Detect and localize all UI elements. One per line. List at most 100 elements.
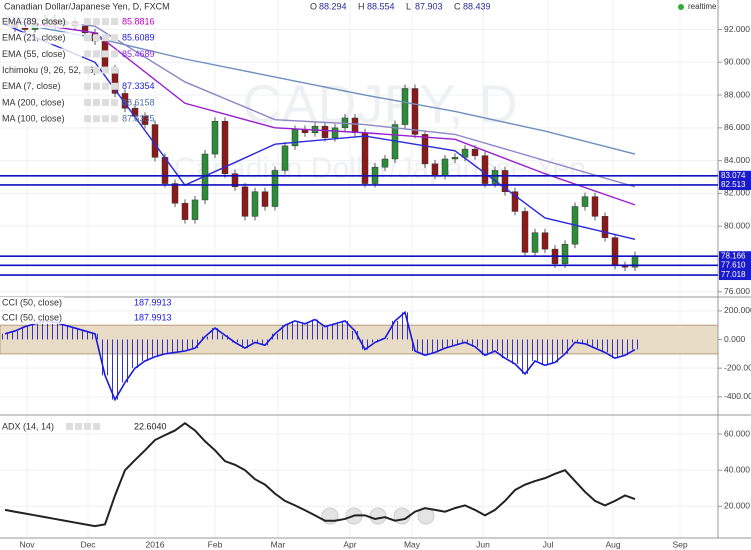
legend-button[interactable] bbox=[84, 115, 91, 123]
candle bbox=[411, 88, 419, 135]
legend-button[interactable] bbox=[93, 34, 100, 42]
indicator-value: 88.6158 bbox=[122, 97, 155, 107]
legend-button[interactable] bbox=[111, 115, 118, 123]
legend-button[interactable] bbox=[111, 66, 118, 74]
level-label: 77.018 bbox=[721, 270, 746, 279]
candle bbox=[431, 163, 439, 176]
indicator-name[interactable]: EMA (7, close) bbox=[2, 81, 61, 91]
candle bbox=[451, 157, 459, 160]
legend-button[interactable] bbox=[93, 115, 100, 123]
candle bbox=[291, 129, 299, 147]
legend-button[interactable] bbox=[84, 99, 91, 106]
indicator-name[interactable]: CCI (50, close) bbox=[2, 312, 62, 322]
y-tick-label: 86.000 bbox=[724, 122, 750, 132]
legend-button[interactable] bbox=[75, 423, 82, 430]
y-tick-label: 60.000 bbox=[724, 428, 750, 438]
candle bbox=[521, 211, 529, 253]
candle bbox=[171, 183, 179, 204]
x-tick-label: Aug bbox=[605, 539, 620, 549]
legend-button[interactable] bbox=[93, 423, 100, 430]
legend-button[interactable] bbox=[111, 99, 118, 106]
candle bbox=[601, 216, 609, 238]
candle bbox=[331, 127, 339, 138]
indicator-value: 87.5335 bbox=[122, 114, 155, 124]
candle bbox=[261, 191, 269, 207]
legend-bg bbox=[0, 48, 82, 61]
legend-button[interactable] bbox=[102, 50, 109, 58]
level-label: 77.610 bbox=[721, 260, 746, 269]
x-tick-label: Feb bbox=[208, 539, 223, 549]
indicator-value: 187.9913 bbox=[134, 312, 172, 322]
candle bbox=[141, 116, 149, 125]
level-tag bbox=[719, 251, 751, 262]
ohlc-key: C bbox=[454, 1, 461, 11]
legend-button[interactable] bbox=[102, 99, 109, 106]
x-tick-label: Nov bbox=[19, 539, 35, 549]
legend-button[interactable] bbox=[102, 115, 109, 123]
indicator-value: 85.8816 bbox=[122, 16, 155, 26]
y-tick-label: 92.000 bbox=[724, 24, 750, 34]
legend-button[interactable] bbox=[66, 423, 73, 430]
legend-button[interactable] bbox=[84, 423, 91, 430]
status: realtime bbox=[688, 2, 717, 11]
candle bbox=[401, 88, 409, 125]
legend-button[interactable] bbox=[102, 82, 109, 90]
indicator-name[interactable]: Ichimoku (9, 26, 52, 26) bbox=[2, 65, 97, 75]
legend-button[interactable] bbox=[93, 82, 100, 90]
legend-bg bbox=[0, 297, 64, 309]
indicator-name[interactable]: ADX (14, 14) bbox=[2, 421, 54, 431]
legend-button[interactable] bbox=[111, 50, 118, 58]
legend-bg bbox=[0, 113, 82, 126]
legend-button[interactable] bbox=[84, 50, 91, 58]
nav-buttons bbox=[321, 507, 435, 525]
y-tick-label: 80.000 bbox=[724, 220, 750, 230]
legend-button[interactable] bbox=[93, 18, 100, 25]
legend-button[interactable] bbox=[84, 34, 91, 42]
legend-button[interactable] bbox=[84, 18, 91, 25]
candle bbox=[501, 170, 509, 192]
indicator-name[interactable]: EMA (89, close) bbox=[2, 16, 66, 26]
candle bbox=[281, 145, 289, 171]
legend-button[interactable] bbox=[93, 99, 100, 106]
legend-button[interactable] bbox=[102, 66, 109, 74]
legend-button[interactable] bbox=[93, 66, 100, 74]
candle bbox=[221, 121, 229, 174]
y-tick-label: 82.000 bbox=[724, 188, 750, 198]
indicator-value: 187.9913 bbox=[134, 297, 172, 307]
legend-bg bbox=[0, 64, 82, 77]
legend-button[interactable] bbox=[111, 34, 118, 42]
y-tick-label: 0.000 bbox=[724, 334, 746, 344]
x-tick-label: Jul bbox=[543, 539, 554, 549]
x-tick-label: 2016 bbox=[146, 539, 165, 549]
x-tick-label: Mar bbox=[271, 539, 286, 549]
y-tick-label: -400.000 bbox=[724, 391, 751, 401]
ohlc-value: 88.439 bbox=[463, 1, 491, 11]
indicator-name[interactable]: MA (100, close) bbox=[2, 114, 65, 124]
level-tag bbox=[719, 179, 751, 190]
nav-button[interactable] bbox=[369, 507, 387, 525]
cci-line bbox=[4, 310, 636, 402]
status-dot bbox=[678, 4, 684, 10]
indicator-name[interactable]: EMA (55, close) bbox=[2, 49, 66, 59]
candle bbox=[241, 186, 249, 217]
legend-button[interactable] bbox=[93, 50, 100, 58]
candle bbox=[461, 148, 469, 158]
legend-button[interactable] bbox=[102, 34, 109, 42]
candle bbox=[441, 158, 449, 176]
indicator-name[interactable]: EMA (21, close) bbox=[2, 33, 66, 43]
ohlc-key: L bbox=[406, 1, 411, 11]
legend-button[interactable] bbox=[84, 82, 91, 90]
legend-button[interactable] bbox=[111, 82, 118, 90]
indicator-name[interactable]: CCI (50, close) bbox=[2, 297, 62, 307]
legend-bg bbox=[0, 32, 82, 45]
legend-button[interactable] bbox=[102, 18, 109, 25]
y-tick-label: 76.000 bbox=[724, 286, 750, 296]
legend-button[interactable] bbox=[111, 18, 118, 25]
x-tick-label: Apr bbox=[343, 539, 356, 549]
candle bbox=[471, 148, 479, 156]
indicator-name[interactable]: MA (200, close) bbox=[2, 97, 65, 107]
legend-button[interactable] bbox=[84, 66, 91, 74]
candle bbox=[611, 237, 619, 266]
x-tick-label: Dec bbox=[80, 539, 96, 549]
